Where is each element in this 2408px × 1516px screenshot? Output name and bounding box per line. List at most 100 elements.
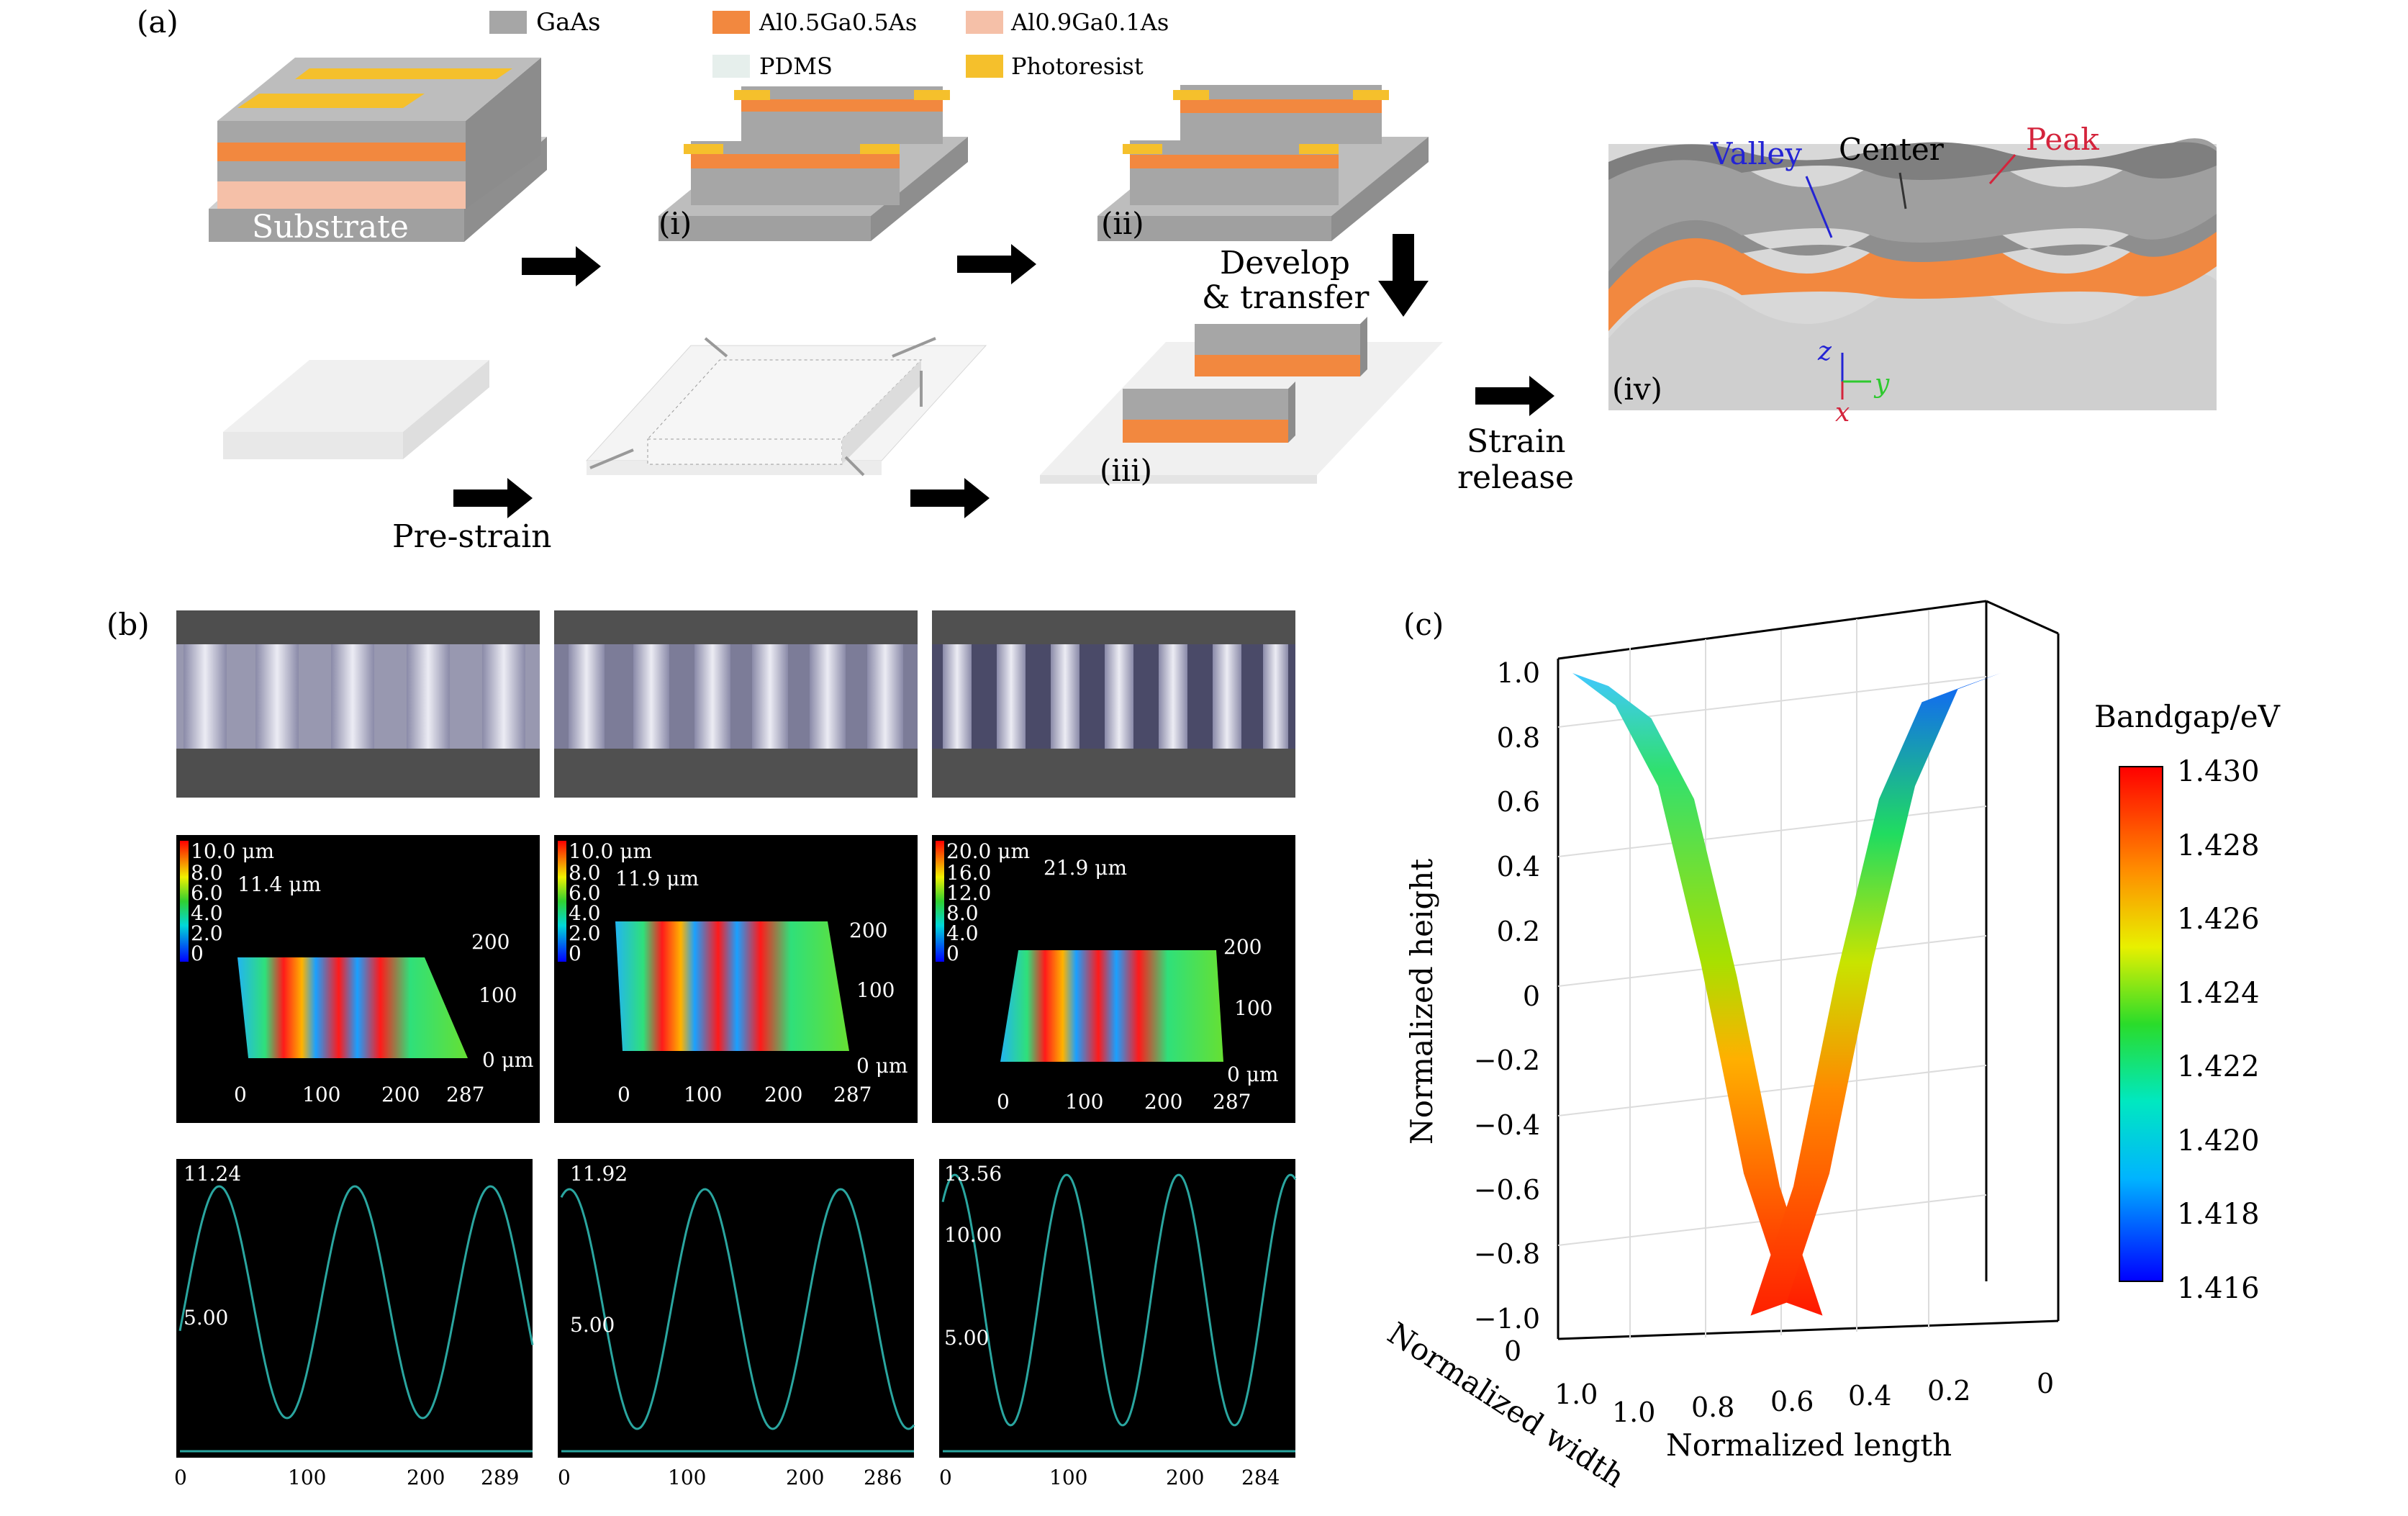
x-tick: 100: [288, 1466, 326, 1489]
tick-label: 5.00: [184, 1306, 228, 1330]
arrow-right-icon: [957, 244, 1036, 284]
surface-right-branch: [1750, 673, 2001, 1316]
prestrain-label: Pre-strain: [392, 518, 551, 555]
y-tick: 1.0: [1497, 657, 1540, 689]
y-tick: 0 μm: [482, 1048, 533, 1072]
colorbar-tick: 1.422: [2177, 1050, 2260, 1083]
x-tick: 100: [684, 1083, 722, 1106]
y-axis-label: Normalized height: [1404, 859, 1439, 1145]
x-tick: 0: [997, 1090, 1010, 1114]
step-iii-label: (iii): [1100, 453, 1152, 488]
legend-swatch-al05: [712, 11, 750, 34]
colorbar-label: 2.0: [191, 921, 223, 945]
develop-line2: & transfer: [1202, 279, 1370, 316]
y-axis-ticks: 1.0 0.8 0.6 0.4 0.2 0 −0.2 −0.4 −0.6 −0.8 −1.0: [1474, 657, 1540, 1335]
colorbar-ticks: 1.430 1.428 1.426 1.424 1.422 1.420 1.418 1.416: [2177, 755, 2260, 1305]
y-tick: 100: [479, 983, 517, 1007]
tick-label: 5.00: [570, 1313, 615, 1337]
x-tick: 289: [481, 1466, 519, 1489]
step-ii-label: (ii): [1101, 206, 1144, 241]
colorbar-label: 0: [946, 942, 959, 965]
pdms-plain: [223, 360, 489, 459]
legend-photoresist: Photoresist: [1011, 53, 1144, 80]
x-tick: 100: [1065, 1090, 1103, 1114]
colorbar-tick: 1.426: [2177, 903, 2260, 936]
colorbar-tick: 1.418: [2177, 1198, 2260, 1231]
y-tick: −0.2: [1474, 1044, 1540, 1076]
x-tick: 200: [1166, 1466, 1204, 1489]
arrow-down-icon: [1378, 234, 1429, 317]
tick-label: 11.24: [184, 1162, 241, 1186]
y-tick: 200: [471, 930, 510, 954]
develop-line1: Develop: [1220, 245, 1350, 281]
y-tick: 200: [1223, 935, 1262, 959]
panel-a: (a) GaAs Al0.5Ga0.5As Al0.9Ga0.1As PDMS …: [137, 4, 2217, 555]
legend-gaas: GaAs: [536, 8, 600, 37]
legend-swatch-al09: [966, 11, 1003, 34]
x-tick: 287: [833, 1083, 872, 1106]
tick-label: 5.00: [944, 1326, 989, 1350]
x-tick: 100: [668, 1466, 706, 1489]
colorbar-label: 0: [191, 942, 204, 965]
x-tick: 200: [786, 1466, 824, 1489]
y-tick: −0.4: [1474, 1109, 1540, 1141]
x-axis-label: Normalized length: [1666, 1427, 1952, 1463]
panel-a-label: (a): [137, 4, 178, 40]
colorbar-label: 8.0: [569, 861, 601, 885]
x-tick: 100: [302, 1083, 340, 1106]
x-tick: 200: [1144, 1090, 1182, 1114]
colorbar: [2119, 766, 2163, 1282]
profile-3: 20.0 μm 16.0 12.0 8.0 4.0 0 21.9 μm 200 …: [932, 835, 1295, 1123]
valley-label: Valley: [1710, 136, 1802, 171]
colorbar-label: 4.0: [191, 901, 223, 925]
arrow-right-icon: [1475, 376, 1554, 416]
height-profile-line: [560, 1188, 915, 1430]
substrate-label: Substrate: [252, 209, 409, 245]
step-i-label: (i): [658, 206, 692, 241]
colorbar-label: 8.0: [191, 861, 223, 885]
tick-label: 11.92: [570, 1162, 628, 1186]
legend-swatch-pdms: [712, 55, 750, 78]
pdms-prestrained: [585, 337, 987, 477]
x-tick: 200: [381, 1083, 420, 1106]
y-tick: 0.8: [1497, 722, 1540, 754]
lineplot-3: 13.56 10.00 5.00 0 100 200 284: [939, 1159, 1297, 1489]
y-tick: 0.4: [1497, 851, 1540, 883]
y-tick: 0 μm: [856, 1054, 907, 1078]
arrow-right-icon: [453, 478, 533, 518]
peak-label: Peak: [2026, 122, 2099, 157]
panel-c-label: (c): [1403, 607, 1444, 642]
y-tick: 100: [856, 978, 895, 1002]
legend-al05: Al0.5Ga0.5As: [759, 9, 917, 36]
strain-line2: release: [1457, 459, 1574, 496]
x-tick: 200: [764, 1083, 802, 1106]
step-i: (i): [658, 86, 968, 241]
colorbar-label: 10.0 μm: [569, 839, 652, 863]
strain-line1: Strain: [1467, 423, 1566, 460]
y-tick: 200: [849, 919, 887, 942]
x-tick: 0: [617, 1083, 630, 1106]
arrow-right-icon: [910, 478, 990, 518]
x-tick: 286: [864, 1466, 902, 1489]
x-tick: 287: [1213, 1090, 1251, 1114]
step-iv-label: (iv): [1612, 371, 1662, 407]
x-tick: 100: [1049, 1466, 1087, 1489]
colorbar-label: 4.0: [569, 901, 601, 925]
colorbar-label: 12.0: [946, 881, 991, 905]
w-tick: 1.0: [1554, 1379, 1598, 1410]
y-tick: 0.6: [1497, 786, 1540, 818]
axis-z-label: z: [1817, 337, 1832, 366]
x-tick: 0: [174, 1466, 187, 1489]
x-tick: 0.4: [1848, 1380, 1891, 1412]
lineplot-1: 11.24 5.00 0 100 200 289: [174, 1159, 534, 1489]
y-tick: 0.2: [1497, 916, 1540, 947]
colorbar-tick: 1.428: [2177, 829, 2260, 862]
colorbar-label: 0: [569, 942, 581, 965]
legend-al09: Al0.9Ga0.1As: [1010, 9, 1169, 36]
panel-c: (c) 1.00.80.60.40.20−0: [1382, 600, 2281, 1494]
panel-b: (b): [107, 607, 1297, 1489]
x-tick: 0.6: [1770, 1386, 1814, 1417]
step-ii: (ii): [1097, 85, 1429, 241]
legend-pdms: PDMS: [759, 53, 833, 80]
x-tick: 0: [558, 1466, 571, 1489]
